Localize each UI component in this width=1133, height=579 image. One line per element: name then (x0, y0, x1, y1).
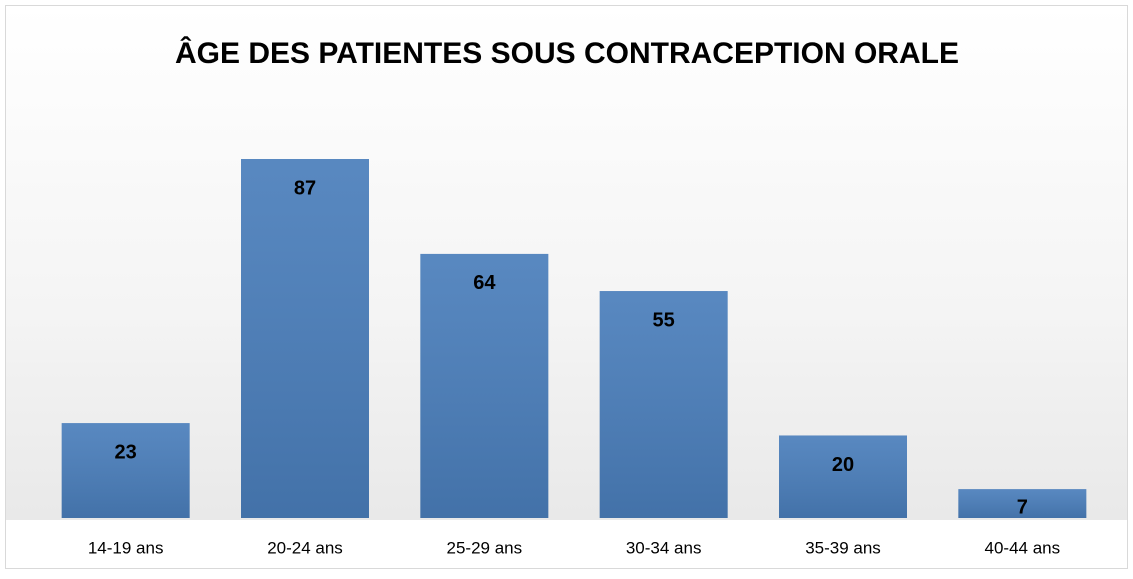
data-label: 7 (1017, 496, 1028, 518)
bar-shade (61, 423, 190, 518)
x-tick-label: 14-19 ans (88, 538, 164, 557)
bar-shade (420, 253, 549, 518)
label-band (6, 520, 1127, 568)
x-tick-label: 40-44 ans (985, 538, 1061, 557)
data-label: 23 (115, 441, 137, 463)
bar-shade (241, 159, 369, 518)
bar-shade (599, 291, 728, 518)
bar-shade (958, 489, 1087, 518)
bar-shade (779, 435, 907, 518)
x-tick-label: 25-29 ans (447, 538, 523, 557)
x-tick-label: 35-39 ans (805, 538, 881, 557)
data-label: 87 (294, 177, 316, 199)
chart-frame (5, 5, 1128, 569)
data-label: 55 (653, 309, 675, 331)
data-label: 20 (832, 454, 854, 476)
chart-title: ÂGE DES PATIENTES SOUS CONTRACEPTION ORA… (175, 36, 959, 70)
x-tick-label: 30-34 ans (626, 538, 702, 557)
x-tick-label: 20-24 ans (267, 538, 343, 557)
data-label: 64 (473, 272, 496, 294)
